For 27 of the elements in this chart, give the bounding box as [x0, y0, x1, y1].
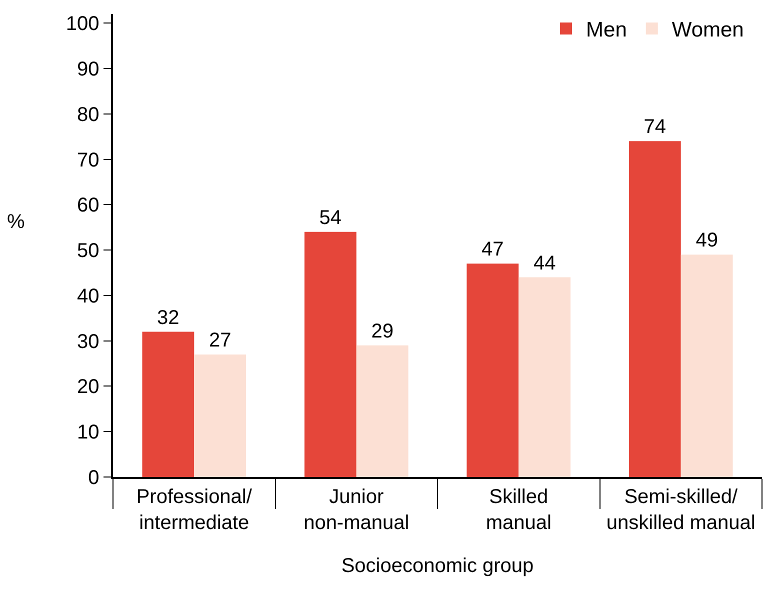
- y-axis-title: %: [7, 211, 25, 233]
- y-tick-label: 80: [77, 104, 100, 126]
- y-tick-label: 40: [77, 285, 100, 308]
- x-tick-label: Semi-skilled/ unskilled manual: [606, 486, 756, 534]
- data-label: 47: [482, 238, 504, 261]
- data-label: 32: [157, 306, 180, 329]
- data-label: 74: [644, 116, 666, 138]
- y-tick-label: 70: [77, 149, 100, 172]
- y-tick-label: 100: [66, 13, 100, 36]
- legend-label: Women: [672, 18, 744, 42]
- x-axis-title: Socioeconomic group: [341, 554, 534, 577]
- y-tick-label: 0: [88, 467, 100, 489]
- x-tick-label: Junior non-manual: [304, 486, 410, 534]
- data-label: 44: [533, 252, 556, 274]
- data-label: 27: [208, 329, 232, 352]
- y-tick-label: 10: [77, 422, 100, 444]
- y-tick-label: 20: [77, 376, 100, 398]
- y-tick-label: 30: [77, 330, 100, 353]
- data-label: 29: [371, 320, 394, 342]
- y-tick-label: 50: [77, 240, 100, 262]
- y-tick-label: 60: [77, 194, 100, 217]
- data-label: 54: [319, 206, 342, 229]
- data-label: 49: [696, 230, 718, 252]
- legend-label: Men: [586, 18, 627, 42]
- x-tick-label: Professional/ intermediate: [136, 486, 252, 534]
- y-tick-label: 90: [77, 58, 100, 80]
- x-tick-label: Skilled manual: [486, 486, 552, 534]
